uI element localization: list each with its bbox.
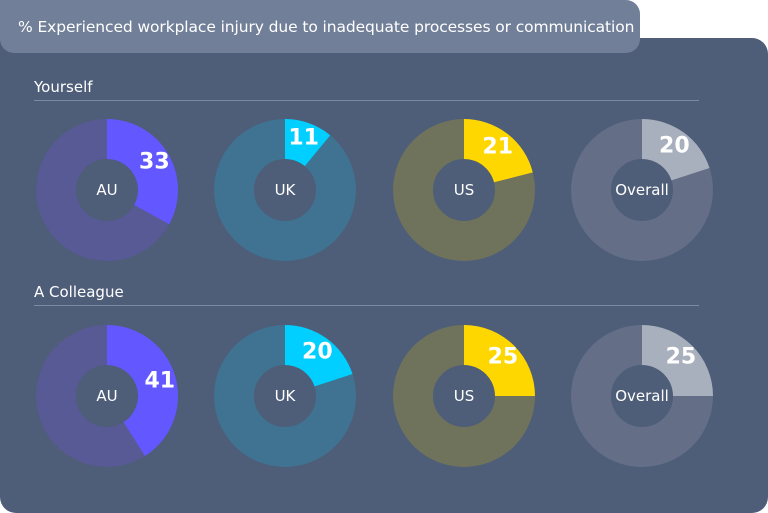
donut-region-label: UK bbox=[274, 181, 296, 199]
donut-graphic bbox=[571, 325, 713, 467]
donut-segment bbox=[285, 119, 331, 167]
section-divider-yourself bbox=[34, 100, 699, 101]
section-divider-colleague bbox=[34, 305, 699, 306]
donut-value-label: 11 bbox=[288, 125, 319, 151]
donut-segment bbox=[107, 325, 178, 456]
donut-region-label: AU bbox=[96, 181, 118, 199]
donut-value-label: 21 bbox=[482, 134, 514, 160]
donut-region-label: UK bbox=[274, 387, 296, 405]
donut-colleague-overall: Overall 25 bbox=[570, 324, 714, 468]
donut-colleague-uk: UK 20 bbox=[213, 324, 357, 468]
donut-graphic bbox=[214, 119, 356, 261]
donut-value-label: 20 bbox=[302, 339, 333, 364]
donut-region-label: AU bbox=[96, 387, 118, 405]
donut-graphic bbox=[36, 119, 178, 261]
donut-segment bbox=[107, 119, 178, 225]
donut-region-label: US bbox=[453, 181, 475, 199]
donut-graphic bbox=[393, 325, 535, 467]
donut-segment bbox=[464, 119, 533, 183]
chart-title-text: % Experienced workplace injury due to in… bbox=[18, 17, 635, 36]
donut-value-label: 25 bbox=[487, 344, 519, 370]
donut-segment bbox=[464, 325, 535, 396]
donut-graphic bbox=[393, 119, 535, 261]
donut-region-label: US bbox=[453, 387, 475, 405]
donut-value-label: 33 bbox=[139, 149, 170, 175]
donut-segment bbox=[642, 119, 710, 181]
donut-yourself-au: AU 33 bbox=[35, 118, 179, 262]
donut-value-label: 41 bbox=[144, 368, 176, 394]
donut-graphic bbox=[36, 325, 178, 467]
donut-colleague-us: US 25 bbox=[392, 324, 536, 468]
donut-region-label: Overall bbox=[615, 181, 669, 199]
donut-value-label: 25 bbox=[665, 344, 697, 370]
donut-colleague-au: AU 41 bbox=[35, 324, 179, 468]
donut-yourself-uk: UK 11 bbox=[213, 118, 357, 262]
section-label-colleague: A Colleague bbox=[34, 283, 124, 301]
donut-region-label: Overall bbox=[615, 387, 669, 405]
section-label-yourself: Yourself bbox=[34, 78, 93, 96]
donut-value-label: 20 bbox=[659, 133, 690, 158]
donut-yourself-us: US 21 bbox=[392, 118, 536, 262]
donut-segment bbox=[285, 325, 353, 387]
chart-title: % Experienced workplace injury due to in… bbox=[0, 0, 640, 53]
donut-graphic bbox=[571, 119, 713, 261]
donut-segment bbox=[642, 325, 713, 396]
donut-graphic bbox=[214, 325, 356, 467]
donut-yourself-overall: Overall 20 bbox=[570, 118, 714, 262]
